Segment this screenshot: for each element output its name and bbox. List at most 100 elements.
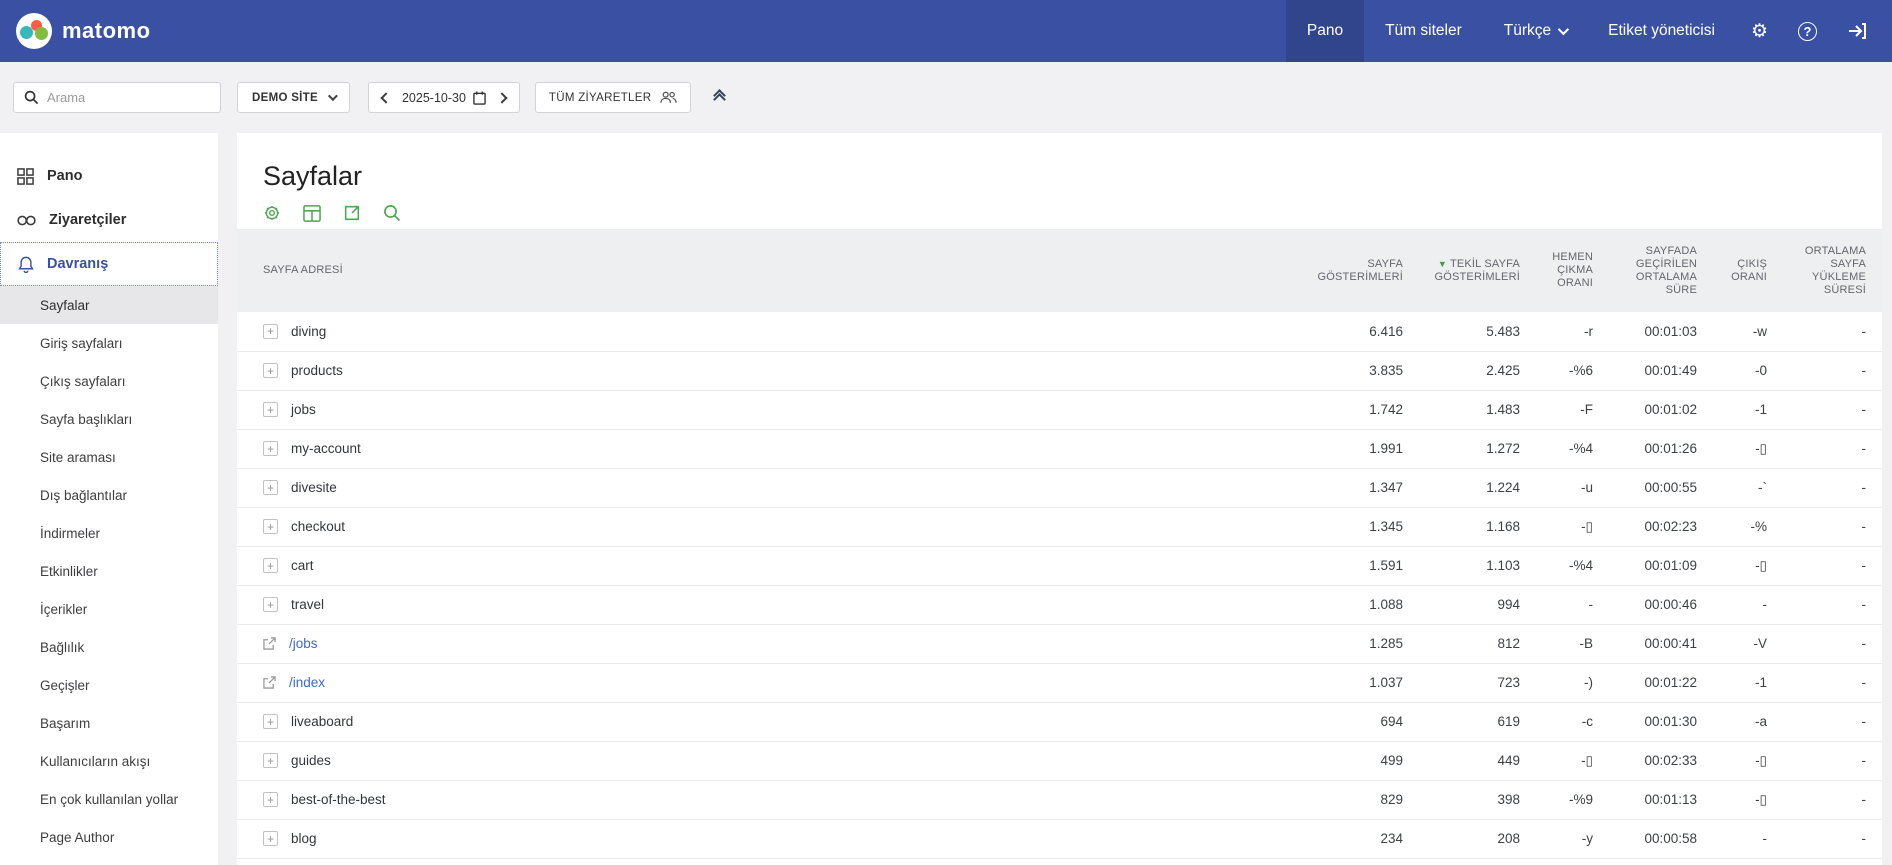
cell-unique-pageviews: 1.224	[1486, 480, 1520, 495]
date-picker[interactable]: 2025-10-30	[367, 82, 520, 113]
expand-icon[interactable]	[263, 519, 278, 534]
segment-selector[interactable]: TÜM ZİYARETLER	[534, 82, 692, 113]
page-row-label[interactable]: my-account	[263, 441, 1253, 456]
cell-avg-time: 00:01:22	[1644, 675, 1697, 690]
column-header-exit-rate[interactable]: ÇIKIŞ ORANI	[1731, 257, 1767, 283]
report-settings-button[interactable]	[263, 204, 281, 222]
nav-item-pano[interactable]: Pano	[1285, 0, 1365, 62]
expand-icon[interactable]	[263, 323, 278, 339]
sidebar-item-icerikler[interactable]: İçerikler	[40, 601, 88, 617]
expand-icon[interactable]	[263, 480, 278, 495]
sidebar-item-en-cok-kullanilan-yollar[interactable]: En çok kullanılan yollar	[40, 791, 179, 807]
signout-icon	[1849, 23, 1866, 39]
sidebar-item-etkinlikler[interactable]: Etkinlikler	[40, 563, 98, 579]
sidebar-item-sayfa-basliklari[interactable]: Sayfa başlıkları	[40, 411, 133, 427]
sidebar-item-indirmeler[interactable]: İndirmeler	[40, 525, 101, 541]
page-row-label[interactable]: divesite	[263, 480, 1253, 495]
external-link-icon	[263, 676, 276, 689]
expand-icon[interactable]	[263, 441, 278, 456]
previous-date-icon[interactable]	[380, 91, 392, 104]
expand-icon[interactable]	[263, 753, 278, 768]
table-row: checkout 1.345 1.168 -▯ 00:02:23 -% -	[237, 507, 1882, 546]
sidebar-item-site-aramasi[interactable]: Site araması	[40, 449, 116, 465]
sidebar-item-pano[interactable]: Pano	[0, 154, 218, 198]
help-button[interactable]: ?	[1783, 0, 1832, 62]
column-header-pageviews[interactable]: SAYFA GÖSTERİMLERİ	[1317, 257, 1403, 283]
next-date-icon[interactable]	[496, 91, 508, 104]
sidebar-item-cikis-sayfalari[interactable]: Çıkış sayfaları	[40, 373, 126, 389]
search-icon	[24, 90, 39, 105]
page-row-label[interactable]: liveaboard	[263, 714, 1253, 729]
cell-bounce-rate: -u	[1580, 480, 1593, 495]
table-view-button[interactable]	[303, 204, 321, 222]
page-row-label[interactable]: /jobs	[263, 636, 1253, 651]
cell-pageviews: 499	[1380, 753, 1403, 768]
sidebar-item-giris-sayfalari[interactable]: Giriş sayfaları	[40, 335, 123, 351]
top-navbar: matomo Pano Tüm siteler Türkçe Etiket yö…	[0, 0, 1892, 62]
cell-avg-time: 00:00:55	[1644, 480, 1697, 495]
cell-bounce-rate: -%4	[1568, 558, 1593, 573]
page-row-label[interactable]: blog	[263, 831, 1253, 846]
page-row-label[interactable]: jobs	[263, 402, 1253, 417]
page-row-label[interactable]: travel	[263, 597, 1253, 612]
cell-avg-time: 00:01:30	[1644, 714, 1697, 729]
signout-button[interactable]	[1832, 0, 1882, 62]
sidebar-item-gecisler[interactable]: Geçişler	[40, 677, 90, 693]
column-header-bounce-rate[interactable]: HEMEN ÇIKMA ORANI	[1552, 251, 1593, 289]
collapse-toolbar-button[interactable]	[711, 87, 728, 108]
cell-exit-rate: -%	[1750, 519, 1768, 534]
segment-label: TÜM ZİYARETLER	[548, 91, 652, 104]
cell-load-time: -	[1861, 636, 1867, 651]
sidebar-item-ziyaretciler[interactable]: Ziyaretçiler	[0, 198, 218, 242]
sidebar-item-dis-baglantilar[interactable]: Dış bağlantılar	[40, 487, 128, 503]
page-row-label[interactable]: cart	[263, 558, 1253, 573]
calendar-icon	[473, 91, 486, 105]
settings-button[interactable]: ⚙	[1736, 0, 1783, 62]
cell-load-time: -	[1861, 441, 1867, 456]
page-row-label[interactable]: checkout	[263, 519, 1253, 534]
table-row: my-account 1.991 1.272 -%4 00:01:26 -▯ -	[237, 429, 1882, 468]
nav-item-all-sites[interactable]: Tüm siteler	[1364, 0, 1483, 62]
cell-pageviews: 1.991	[1369, 441, 1403, 456]
expand-icon[interactable]	[263, 597, 278, 612]
expand-icon[interactable]	[263, 831, 278, 846]
sidebar-item-kullanicilarin-akisi[interactable]: Kullanıcıların akışı	[40, 753, 151, 769]
sidebar-item-basarim[interactable]: Başarım	[40, 715, 91, 731]
export-button[interactable]	[343, 204, 361, 222]
nav-item-tag-manager[interactable]: Etiket yöneticisi	[1587, 0, 1736, 62]
column-header-page-url[interactable]: SAYFA ADRESİ	[263, 264, 343, 276]
search-input[interactable]	[47, 90, 210, 105]
search-report-button[interactable]	[383, 204, 401, 222]
matomo-logo[interactable]: matomo	[16, 13, 151, 49]
sidebar-item-page-author[interactable]: Page Author	[40, 829, 115, 845]
column-header-avg-time-on-page[interactable]: SAYFADA GEÇİRİLEN ORTALAMA SÜRE	[1635, 244, 1697, 296]
page-row-label[interactable]: /index	[263, 675, 1253, 690]
page-row-label[interactable]: diving	[263, 323, 1253, 339]
cell-exit-rate: -▯	[1755, 752, 1767, 768]
expand-icon[interactable]	[263, 558, 278, 573]
cell-bounce-rate: -▯	[1581, 518, 1593, 534]
expand-icon[interactable]	[263, 714, 278, 729]
sidebar-item-baglilik[interactable]: Bağlılık	[40, 639, 85, 655]
nav-item-language[interactable]: Türkçe	[1483, 0, 1587, 62]
table-row: /index 1.037 723 -) 00:01:22 -1 -	[237, 663, 1882, 702]
expand-icon[interactable]	[263, 792, 278, 807]
sidebar-item-sayfalar[interactable]: Sayfalar	[0, 286, 218, 324]
cell-bounce-rate: -%9	[1568, 792, 1593, 807]
page-row-label[interactable]: guides	[263, 753, 1253, 768]
cell-bounce-rate: -%6	[1568, 363, 1593, 378]
search-box	[13, 82, 221, 113]
site-selector[interactable]: DEMO SİTE	[237, 82, 350, 113]
cell-bounce-rate: -B	[1579, 636, 1594, 651]
cell-avg-time: 00:01:49	[1644, 363, 1697, 378]
sidebar-item-davranis[interactable]: Davranış	[0, 242, 218, 286]
column-header-avg-page-load-time[interactable]: ORTALAMA SAYFA YÜKLEME SÜRESİ	[1804, 244, 1866, 296]
page-row-label[interactable]: products	[263, 363, 1253, 378]
cell-unique-pageviews: 449	[1497, 753, 1520, 768]
column-header-unique-pageviews[interactable]: ▼ TEKİL SAYFA GÖSTERİMLERİ	[1434, 257, 1520, 283]
table-row: products 3.835 2.425 -%6 00:01:49 -0 -	[237, 351, 1882, 390]
page-row-label[interactable]: best-of-the-best	[263, 792, 1253, 807]
expand-icon[interactable]	[263, 363, 278, 378]
expand-icon[interactable]	[263, 402, 278, 417]
cell-load-time: -	[1861, 323, 1867, 339]
